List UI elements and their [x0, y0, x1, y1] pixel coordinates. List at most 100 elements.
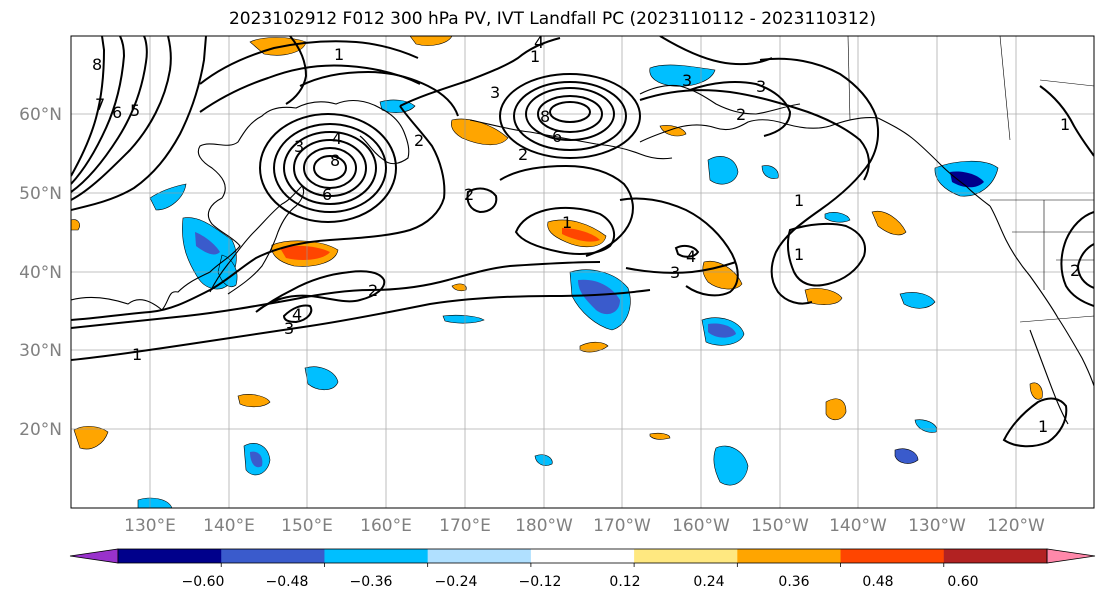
blue-anomaly-mid-east-core	[708, 323, 736, 338]
contour-label-west-8: 8	[92, 55, 102, 74]
negative-anomaly-fills	[137, 64, 999, 508]
pv-contour-okhotsk-5	[273, 123, 387, 213]
colorbar-segment	[840, 549, 945, 563]
border-us-mexico	[1019, 315, 1094, 323]
red-anomaly-central-north-core	[562, 228, 600, 242]
pv-contour-2-south	[71, 261, 601, 329]
colorbar-tick-label: 0.48	[862, 574, 893, 590]
pv-contour-1-top	[285, 36, 308, 105]
coastline-us-west	[989, 205, 1094, 387]
pv-contour-2-short	[466, 187, 498, 214]
pv-contour-bering-1	[549, 101, 591, 123]
lon-label-150w: 150°W	[751, 516, 809, 536]
contour-label-east-1: 1	[794, 191, 804, 210]
coastline-mexico	[1029, 329, 1069, 425]
lat-label-30n: 30°N	[19, 341, 62, 361]
pv-contour-3-east	[625, 261, 737, 274]
pv-contour-okhotsk-3	[293, 139, 367, 197]
pv-contour-bering-3	[525, 87, 615, 141]
contour-label-far-east-1: 1	[794, 245, 804, 264]
border-canada-2	[1039, 79, 1094, 87]
blue-anomaly-ne-pacific	[899, 292, 936, 309]
pv-contours	[71, 36, 1094, 448]
colorbar-extend-high	[1046, 548, 1096, 564]
pv-contour-4-east	[674, 244, 700, 258]
pv-contour-ne-corner	[1039, 85, 1094, 157]
map-gridlines	[71, 36, 1094, 508]
contour-label-north-1: 1	[334, 45, 344, 64]
pv-contour-okhotsk-1	[313, 155, 347, 181]
blue-anomaly-small-3	[761, 165, 779, 179]
coastline-aleutians	[469, 119, 673, 160]
pv-contour-2-central-east	[499, 164, 634, 257]
contour-label-central-2: 2	[464, 185, 474, 204]
contour-label-bering-8: 8	[540, 107, 550, 126]
political-borders	[847, 36, 1094, 323]
pv-contour-1-south	[71, 289, 651, 361]
contour-label-bering-6: 6	[552, 127, 562, 146]
coastline-bc	[877, 117, 991, 207]
contour-label-west-7: 7	[95, 95, 105, 114]
latitude-labels: 60°N 50°N 40°N 30°N 20°N	[19, 105, 62, 440]
contour-label-bering-2: 2	[518, 145, 528, 164]
contour-label-east-4: 4	[686, 247, 696, 266]
lon-label-130e: 130°E	[124, 516, 176, 536]
contour-label-south-2: 2	[368, 281, 378, 300]
contour-labels: 8 7 6 5 4 3 2 1 4 3 8 6 8 6 3 2 1 1 2 3 …	[92, 33, 1080, 436]
pv-contour-2-west	[71, 105, 446, 321]
blue-anomaly-small-1	[442, 314, 485, 324]
contour-label-west-5: 5	[130, 101, 140, 120]
pv-contour-1-top-east	[659, 36, 773, 66]
contour-label-okhotsk-2: 2	[414, 131, 424, 150]
contour-label-east-3: 3	[670, 263, 680, 282]
lat-label-20n: 20°N	[19, 420, 62, 440]
contour-label-bering-3: 3	[490, 83, 500, 102]
pv-contour-west-4	[71, 36, 106, 177]
orange-anomaly-philippines	[73, 426, 109, 450]
pv-contour-1-north	[199, 40, 419, 85]
contour-label-ne-1: 1	[1060, 115, 1070, 134]
orange-anomaly-small-2	[649, 432, 671, 440]
lon-label-170w: 170°W	[593, 516, 651, 536]
blue-anomaly-small-7	[149, 183, 187, 211]
lat-label-60n: 60°N	[19, 105, 62, 125]
pv-contour-bering-5	[499, 73, 641, 159]
pv-contour-4-south	[282, 304, 313, 324]
orange-anomaly-east-central	[804, 288, 843, 305]
blue-anomaly-subtrop-2-core	[250, 451, 263, 468]
contour-label-bering-3b: 3	[682, 71, 692, 90]
lon-label-180w: 180°W	[515, 516, 573, 536]
contour-label-south-4b: 4	[534, 33, 544, 52]
contour-label-right-2: 2	[1070, 261, 1080, 280]
orange-anomaly-aleutian-east	[659, 125, 687, 137]
colorbar-tick-label: 0.12	[609, 574, 640, 590]
blue-anomaly-subtrop-1	[304, 366, 339, 391]
coastline-asia	[71, 99, 410, 311]
border-canada-1	[999, 36, 1011, 141]
contour-label-south-1: 1	[132, 345, 142, 364]
pv-contour-2-east	[639, 89, 870, 181]
blue-anomaly-gulf-alaska-1	[707, 156, 739, 185]
map-frame	[70, 35, 1095, 509]
colorbar-segment	[943, 549, 1048, 563]
contour-label-okhotsk-4: 4	[332, 129, 342, 148]
border-alaska-canada	[847, 36, 851, 121]
blue-anomaly-central-core	[578, 279, 620, 315]
colorbar-segment	[427, 549, 532, 563]
coastlines	[71, 84, 1094, 425]
lon-label-140e: 140°E	[203, 516, 255, 536]
orange-anomaly-ne	[871, 210, 907, 236]
pv-contour-3-east-upper	[689, 81, 792, 137]
pv-contour-2-east-loop	[619, 197, 739, 297]
contour-label-south-3: 3	[284, 319, 294, 338]
colorbar-tick-label: −0.12	[519, 574, 562, 590]
blue-anomaly-small-2	[824, 212, 851, 223]
blue-anomaly-hawaii	[713, 445, 749, 486]
pv-contour-okhotsk-6	[259, 113, 397, 223]
pv-contour-okhotsk-4	[283, 131, 377, 205]
orange-anomaly-subtrop-3	[825, 398, 847, 421]
lon-label-150e: 150°E	[281, 516, 333, 536]
colorbar-tick-label: −0.36	[350, 574, 393, 590]
orange-anomaly-mexico	[1029, 382, 1043, 400]
pv-contour-west-3	[71, 36, 126, 185]
